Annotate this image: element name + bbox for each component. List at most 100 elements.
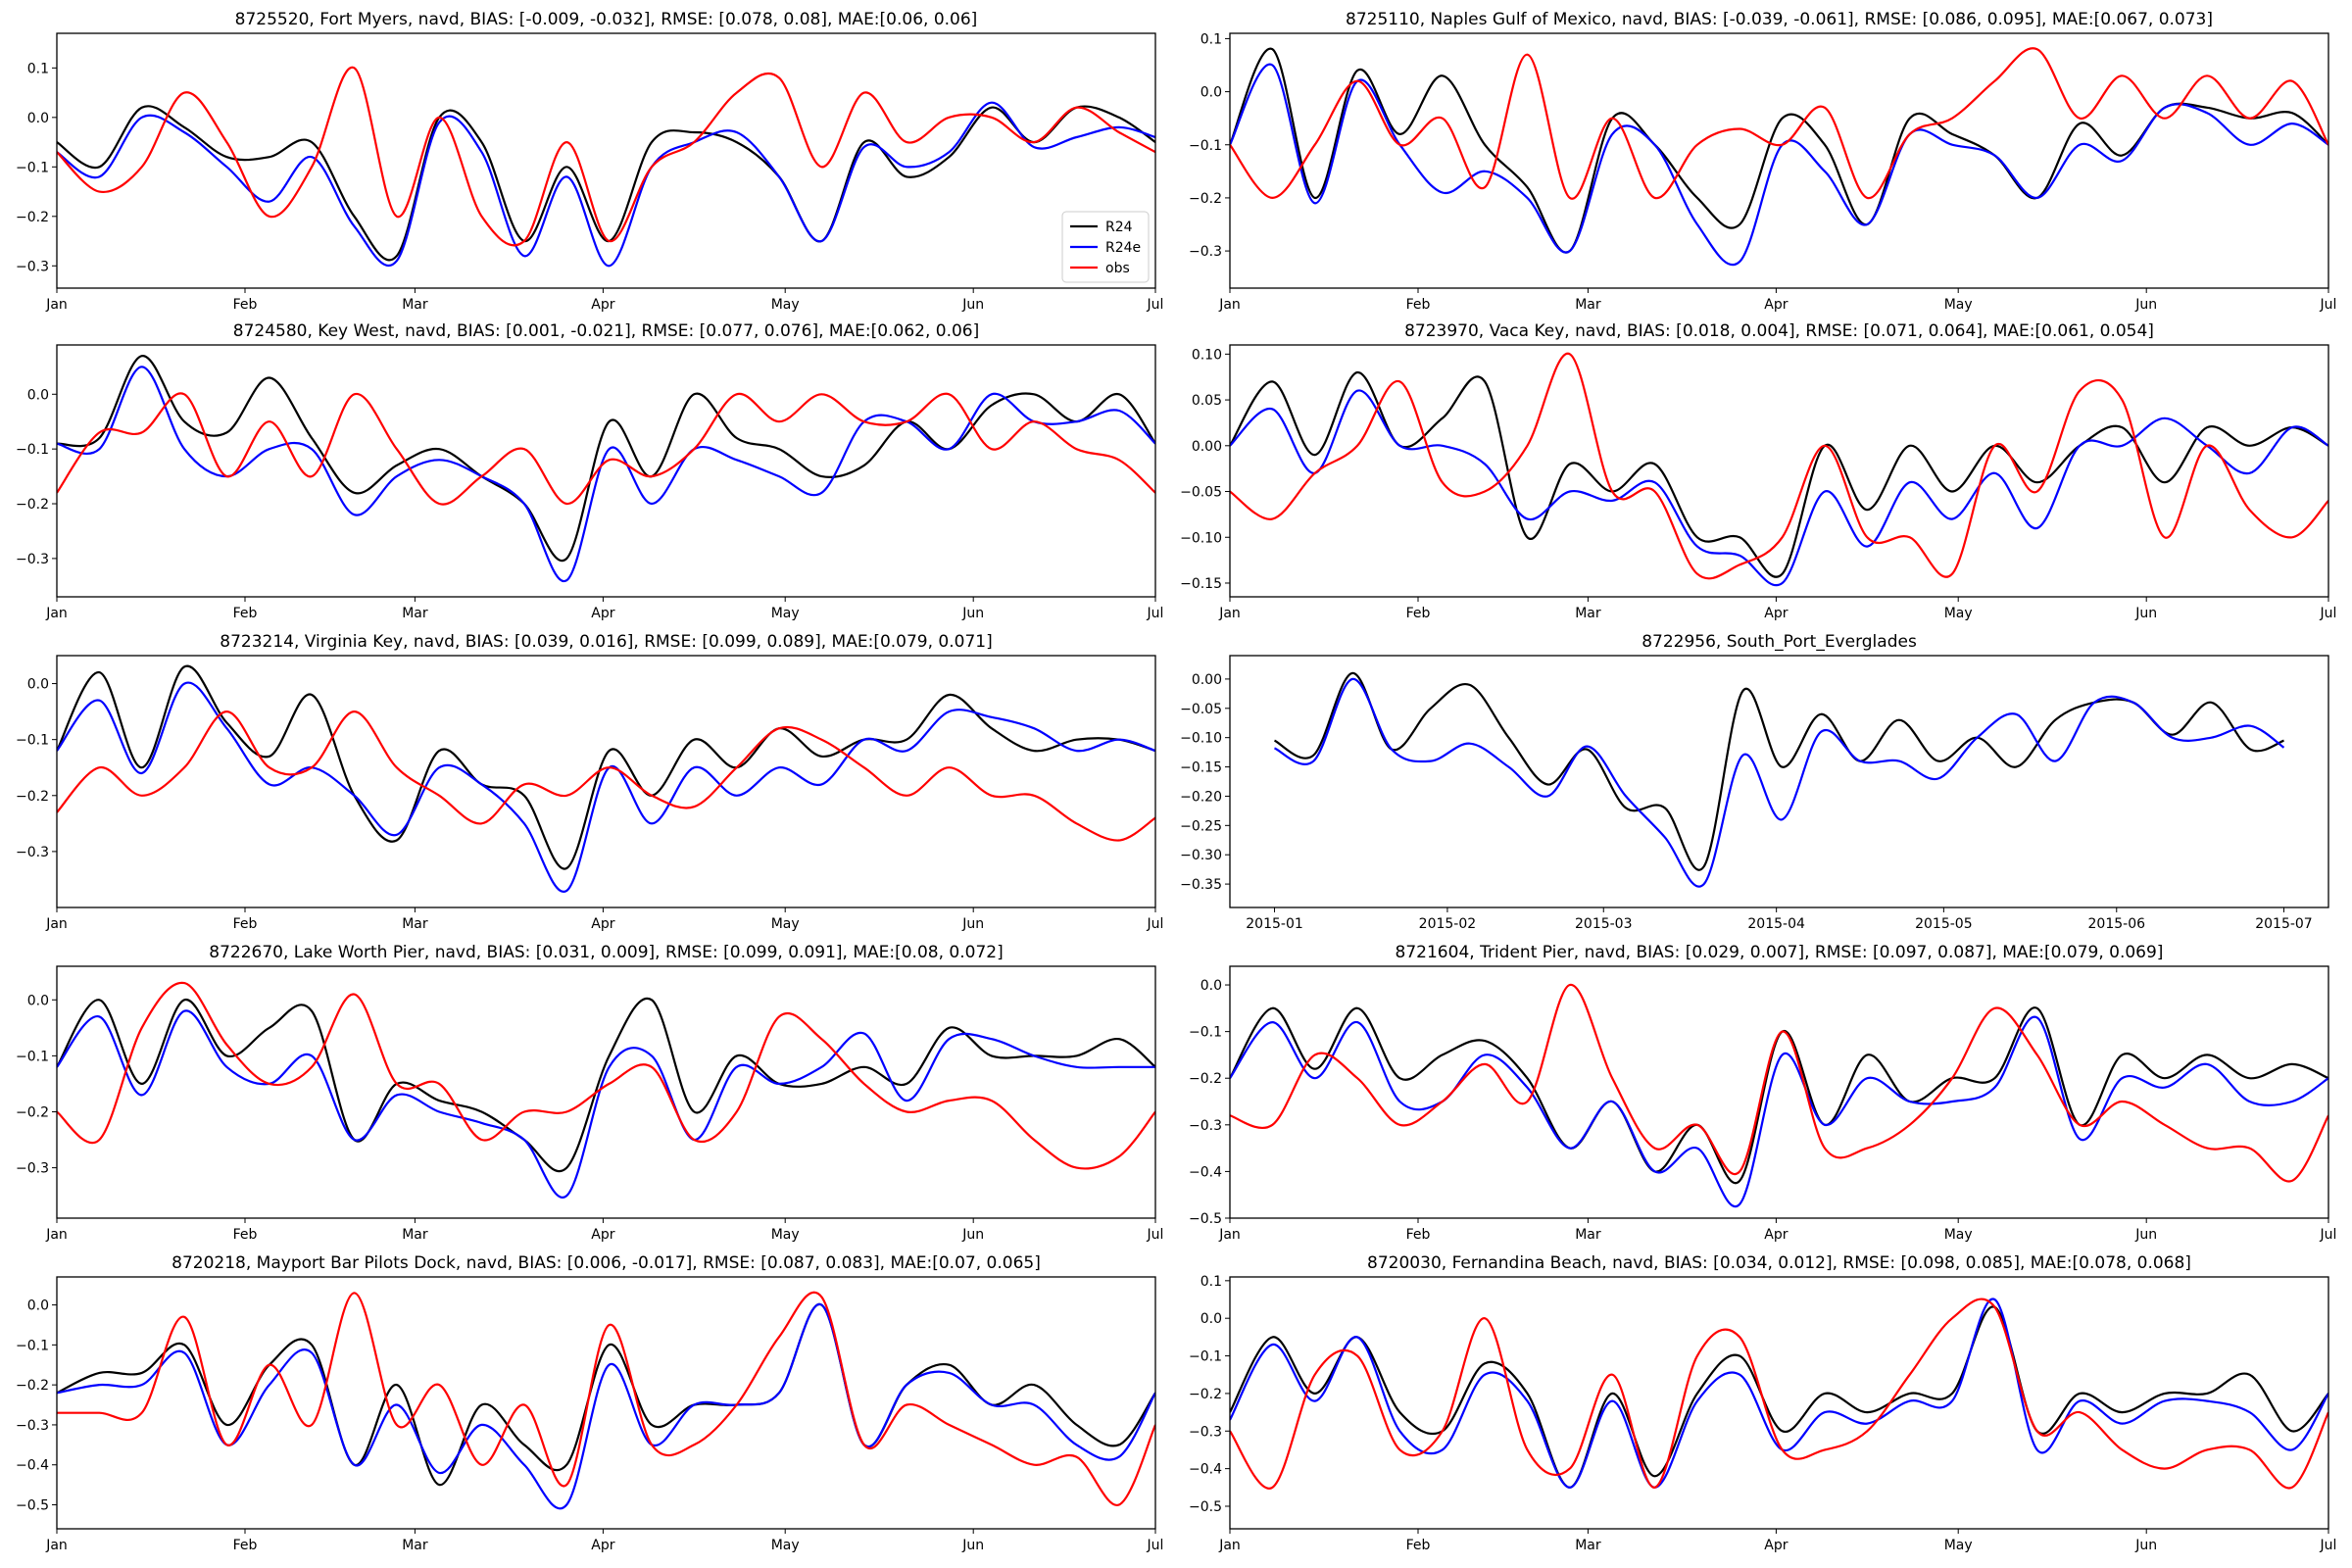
x-tick-label: Feb bbox=[1406, 606, 1431, 621]
x-tick-label: Jun bbox=[961, 1538, 984, 1553]
y-tick-label: −0.5 bbox=[1189, 1211, 1222, 1227]
x-tick-label: Jun bbox=[2134, 606, 2157, 621]
y-tick-label: −0.5 bbox=[16, 1498, 49, 1514]
y-tick-label: −0.1 bbox=[16, 1338, 49, 1353]
x-tick-label: Jul bbox=[1147, 1538, 1164, 1553]
axes-frame bbox=[1229, 655, 2329, 908]
y-tick-label: 0.0 bbox=[1200, 978, 1222, 994]
x-tick-label: Jul bbox=[1147, 606, 1164, 621]
x-tick-label: Feb bbox=[1406, 297, 1431, 313]
subplot-1: 8725520, Fort Myers, navd, BIAS: [-0.009… bbox=[16, 10, 1163, 313]
series-line-r24 bbox=[1230, 370, 2328, 578]
series-line-r24e bbox=[1230, 63, 2328, 266]
y-tick-label: −0.1 bbox=[16, 442, 49, 458]
x-tick-label: Feb bbox=[1406, 1538, 1431, 1553]
y-tick-label: −0.1 bbox=[16, 160, 49, 175]
subplot-title: 8725520, Fort Myers, navd, BIAS: [-0.009… bbox=[235, 10, 978, 29]
x-tick-label: Mar bbox=[1575, 1227, 1601, 1243]
series-line-obs bbox=[57, 710, 1155, 842]
axes-frame bbox=[56, 344, 1156, 598]
x-tick-label: Jul bbox=[1147, 1227, 1164, 1243]
legend-label: R24 bbox=[1105, 220, 1133, 235]
y-tick-label: −0.4 bbox=[1189, 1462, 1222, 1478]
subplot-8: 8721604, Trident Pier, navd, BIAS: [0.02… bbox=[1189, 943, 2336, 1243]
series-line-obs bbox=[57, 981, 1155, 1170]
axes-frame bbox=[1229, 1276, 2329, 1530]
y-tick-label: −0.3 bbox=[1189, 1118, 1222, 1134]
y-tick-label: −0.3 bbox=[1189, 1424, 1222, 1440]
legend-box bbox=[1061, 211, 1150, 283]
legend: R24 R24e obs bbox=[1061, 211, 1150, 283]
series-line-r24 bbox=[57, 355, 1155, 563]
y-tick-label: −0.3 bbox=[16, 1161, 49, 1177]
series-line-r24 bbox=[1273, 671, 2284, 871]
y-tick-label: −0.1 bbox=[16, 733, 49, 749]
series-line-r24e bbox=[1230, 1298, 2328, 1489]
x-tick-label: Mar bbox=[1575, 1538, 1601, 1553]
subplot-5: 8723214, Virginia Key, navd, BIAS: [0.03… bbox=[16, 632, 1163, 932]
x-tick-label: May bbox=[771, 1538, 800, 1553]
y-tick-label: 0.1 bbox=[1200, 1274, 1222, 1290]
y-tick-label: −0.1 bbox=[1189, 1025, 1222, 1041]
legend-label: R24e bbox=[1105, 240, 1141, 256]
series-line-r24 bbox=[57, 105, 1155, 262]
subplot-7: 8722670, Lake Worth Pier, navd, BIAS: [0… bbox=[16, 943, 1163, 1243]
x-tick-label: Mar bbox=[402, 1538, 428, 1553]
x-tick-label: 2015-01 bbox=[1246, 916, 1303, 932]
x-tick-label: Apr bbox=[591, 1538, 614, 1553]
y-tick-label: 0.0 bbox=[27, 677, 49, 693]
y-tick-label: −0.3 bbox=[16, 1418, 49, 1434]
x-tick-label: 2015-07 bbox=[2255, 916, 2313, 932]
x-tick-label: May bbox=[771, 1227, 800, 1243]
series-line-r24e bbox=[1230, 1015, 2328, 1208]
y-tick-label: −0.05 bbox=[1180, 485, 1222, 501]
y-tick-label: 0.0 bbox=[27, 111, 49, 126]
x-tick-label: Jan bbox=[45, 1538, 68, 1553]
x-tick-label: Apr bbox=[591, 297, 614, 313]
y-tick-label: −0.2 bbox=[1189, 1387, 1222, 1402]
subplot-9: 8720218, Mayport Bar Pilots Dock, navd, … bbox=[16, 1253, 1163, 1553]
x-tick-label: 2015-02 bbox=[1419, 916, 1477, 932]
subplot-title: 8720030, Fernandina Beach, navd, BIAS: [… bbox=[1367, 1253, 2191, 1273]
x-tick-label: Jun bbox=[2134, 1538, 2157, 1553]
x-tick-label: Jan bbox=[45, 1227, 68, 1243]
axes-frame bbox=[56, 965, 1156, 1219]
y-tick-label: −0.1 bbox=[1189, 1349, 1222, 1365]
y-tick-label: −0.1 bbox=[1189, 138, 1222, 154]
y-tick-label: 0.1 bbox=[1200, 31, 1222, 47]
series-line-r24e bbox=[57, 681, 1155, 893]
x-tick-label: Jun bbox=[2134, 297, 2157, 313]
y-tick-label: −0.05 bbox=[1180, 702, 1222, 717]
y-tick-label: −0.2 bbox=[1189, 1071, 1222, 1087]
x-tick-label: Jan bbox=[45, 297, 68, 313]
y-tick-label: −0.5 bbox=[1189, 1499, 1222, 1515]
y-tick-label: 0.0 bbox=[1200, 1311, 1222, 1327]
x-tick-label: Mar bbox=[402, 1227, 428, 1243]
x-tick-label: Apr bbox=[1764, 606, 1788, 621]
x-tick-label: May bbox=[771, 606, 800, 621]
y-tick-label: 0.0 bbox=[27, 1298, 49, 1314]
y-tick-label: −0.2 bbox=[1189, 191, 1222, 207]
x-tick-label: Feb bbox=[233, 1538, 258, 1553]
series-line-obs bbox=[57, 392, 1155, 506]
y-tick-label: −0.3 bbox=[16, 845, 49, 860]
x-tick-label: Jun bbox=[2134, 1227, 2157, 1243]
y-tick-label: −0.10 bbox=[1180, 530, 1222, 546]
subplot-title: 8725110, Naples Gulf of Mexico, navd, BI… bbox=[1346, 10, 2213, 29]
y-tick-label: −0.4 bbox=[1189, 1164, 1222, 1180]
x-tick-label: Jun bbox=[961, 606, 984, 621]
x-tick-label: Apr bbox=[1764, 1538, 1788, 1553]
y-tick-label: −0.2 bbox=[16, 1104, 49, 1120]
x-tick-label: Feb bbox=[233, 297, 258, 313]
y-tick-label: −0.3 bbox=[16, 259, 49, 274]
x-tick-label: Mar bbox=[402, 297, 428, 313]
subplot-2: 8725110, Naples Gulf of Mexico, navd, BI… bbox=[1189, 10, 2336, 313]
y-tick-label: 0.10 bbox=[1192, 347, 1222, 363]
x-tick-label: May bbox=[1944, 1227, 1973, 1243]
subplot-title: 8722670, Lake Worth Pier, navd, BIAS: [0… bbox=[209, 943, 1003, 962]
y-tick-label: 0.00 bbox=[1192, 439, 1222, 455]
y-tick-label: −0.15 bbox=[1180, 760, 1222, 776]
x-tick-label: Jul bbox=[1147, 916, 1164, 932]
y-tick-label: −0.30 bbox=[1180, 848, 1222, 863]
x-tick-label: Jun bbox=[961, 916, 984, 932]
